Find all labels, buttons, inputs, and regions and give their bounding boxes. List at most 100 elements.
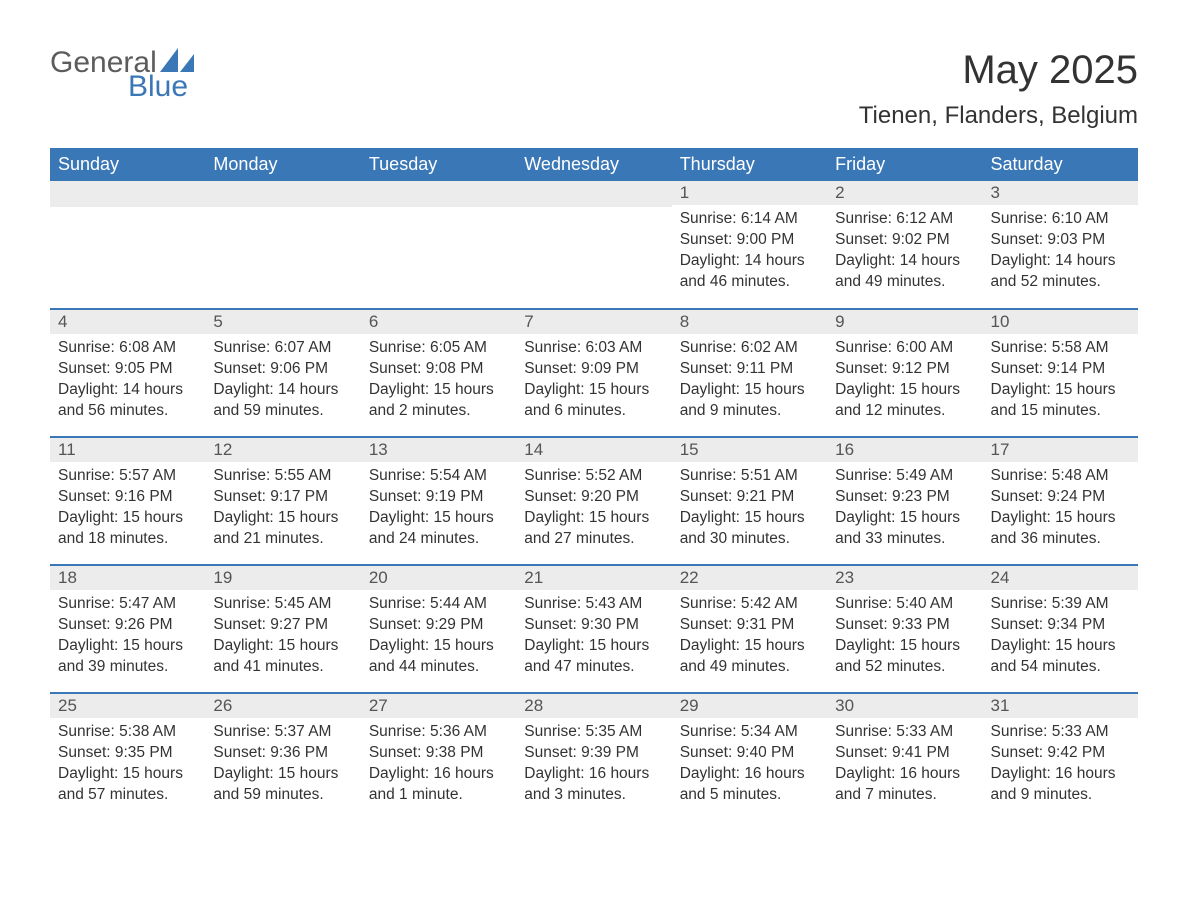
sunset-label: Sunset: <box>213 616 270 633</box>
sunrise-line: Sunrise: 6:14 AM <box>680 209 819 230</box>
sunset-value: 9:24 PM <box>1047 488 1105 505</box>
day-number: 1 <box>672 181 827 205</box>
daylight-line: Daylight: 15 hours and 59 minutes. <box>213 764 352 806</box>
sunrise-label: Sunrise: <box>991 595 1052 612</box>
sunset-label: Sunset: <box>58 488 115 505</box>
sunrise-line: Sunrise: 5:48 AM <box>991 466 1130 487</box>
sunset-value: 9:02 PM <box>892 231 950 248</box>
sunrise-line: Sunrise: 6:05 AM <box>369 338 508 359</box>
sunrise-label: Sunrise: <box>680 595 741 612</box>
sunrise-value: 5:52 AM <box>585 467 642 484</box>
day-cell: 29Sunrise: 5:34 AMSunset: 9:40 PMDayligh… <box>672 693 827 821</box>
daylight-line: Daylight: 16 hours and 1 minute. <box>369 764 508 806</box>
day-body: Sunrise: 6:10 AMSunset: 9:03 PMDaylight:… <box>983 205 1138 303</box>
sunrise-value: 6:12 AM <box>896 210 953 227</box>
daylight-label: Daylight: <box>524 509 589 526</box>
daylight-label: Daylight: <box>835 509 900 526</box>
sunset-line: Sunset: 9:21 PM <box>680 487 819 508</box>
sunset-line: Sunset: 9:24 PM <box>991 487 1130 508</box>
sunrise-label: Sunrise: <box>58 595 119 612</box>
day-number: 8 <box>672 310 827 334</box>
day-number: 15 <box>672 438 827 462</box>
daylight-label: Daylight: <box>835 252 900 269</box>
sunset-line: Sunset: 9:20 PM <box>524 487 663 508</box>
sunset-line: Sunset: 9:05 PM <box>58 359 197 380</box>
sunset-line: Sunset: 9:11 PM <box>680 359 819 380</box>
day-number: 31 <box>983 694 1138 718</box>
sunrise-label: Sunrise: <box>680 723 741 740</box>
sunrise-label: Sunrise: <box>524 339 585 356</box>
sunrise-label: Sunrise: <box>835 210 896 227</box>
daylight-line: Daylight: 15 hours and 36 minutes. <box>991 508 1130 550</box>
sunrise-value: 5:38 AM <box>119 723 176 740</box>
sunrise-line: Sunrise: 6:08 AM <box>58 338 197 359</box>
daylight-label: Daylight: <box>991 509 1056 526</box>
day-body: Sunrise: 5:36 AMSunset: 9:38 PMDaylight:… <box>361 718 516 816</box>
sunrise-label: Sunrise: <box>680 467 741 484</box>
sunrise-line: Sunrise: 6:03 AM <box>524 338 663 359</box>
sunrise-value: 6:07 AM <box>275 339 332 356</box>
sunset-label: Sunset: <box>369 360 426 377</box>
day-cell: 25Sunrise: 5:38 AMSunset: 9:35 PMDayligh… <box>50 693 205 821</box>
daylight-label: Daylight: <box>991 765 1056 782</box>
sunrise-label: Sunrise: <box>524 467 585 484</box>
day-body: Sunrise: 6:08 AMSunset: 9:05 PMDaylight:… <box>50 334 205 432</box>
day-body: Sunrise: 6:07 AMSunset: 9:06 PMDaylight:… <box>205 334 360 432</box>
sunset-label: Sunset: <box>680 231 737 248</box>
sunset-value: 9:11 PM <box>737 360 794 377</box>
calendar-week-row: 1Sunrise: 6:14 AMSunset: 9:00 PMDaylight… <box>50 181 1138 309</box>
sunrise-value: 5:49 AM <box>896 467 953 484</box>
sunrise-label: Sunrise: <box>991 467 1052 484</box>
day-body: Sunrise: 5:37 AMSunset: 9:36 PMDaylight:… <box>205 718 360 816</box>
sunset-value: 9:06 PM <box>270 360 328 377</box>
sunset-line: Sunset: 9:08 PM <box>369 359 508 380</box>
sunset-label: Sunset: <box>835 616 892 633</box>
sunrise-label: Sunrise: <box>213 339 274 356</box>
day-body: Sunrise: 6:12 AMSunset: 9:02 PMDaylight:… <box>827 205 982 303</box>
sunrise-label: Sunrise: <box>213 595 274 612</box>
sunset-line: Sunset: 9:30 PM <box>524 615 663 636</box>
sunset-line: Sunset: 9:41 PM <box>835 743 974 764</box>
daylight-line: Daylight: 15 hours and 33 minutes. <box>835 508 974 550</box>
sunset-label: Sunset: <box>213 488 270 505</box>
sunset-value: 9:29 PM <box>426 616 484 633</box>
day-cell: 16Sunrise: 5:49 AMSunset: 9:23 PMDayligh… <box>827 437 982 565</box>
sunrise-label: Sunrise: <box>58 339 119 356</box>
day-cell: 11Sunrise: 5:57 AMSunset: 9:16 PMDayligh… <box>50 437 205 565</box>
daylight-label: Daylight: <box>58 381 123 398</box>
sunrise-value: 6:08 AM <box>119 339 176 356</box>
sunrise-value: 5:33 AM <box>1052 723 1109 740</box>
sunset-label: Sunset: <box>680 488 737 505</box>
sunset-value: 9:19 PM <box>426 488 484 505</box>
day-number: 10 <box>983 310 1138 334</box>
daylight-line: Daylight: 14 hours and 49 minutes. <box>835 251 974 293</box>
sunset-value: 9:20 PM <box>581 488 639 505</box>
day-cell: 28Sunrise: 5:35 AMSunset: 9:39 PMDayligh… <box>516 693 671 821</box>
sunrise-value: 5:37 AM <box>275 723 332 740</box>
sunrise-value: 5:47 AM <box>119 595 176 612</box>
sunrise-value: 5:34 AM <box>741 723 798 740</box>
day-cell: 7Sunrise: 6:03 AMSunset: 9:09 PMDaylight… <box>516 309 671 437</box>
dow-header: Friday <box>827 148 982 181</box>
sunset-line: Sunset: 9:19 PM <box>369 487 508 508</box>
day-cell: 22Sunrise: 5:42 AMSunset: 9:31 PMDayligh… <box>672 565 827 693</box>
sunset-value: 9:30 PM <box>581 616 639 633</box>
day-body: Sunrise: 6:03 AMSunset: 9:09 PMDaylight:… <box>516 334 671 432</box>
sunset-value: 9:27 PM <box>270 616 328 633</box>
day-number: 13 <box>361 438 516 462</box>
daylight-line: Daylight: 14 hours and 46 minutes. <box>680 251 819 293</box>
sunset-line: Sunset: 9:12 PM <box>835 359 974 380</box>
empty-daynum-bar <box>516 181 671 207</box>
daylight-label: Daylight: <box>213 637 278 654</box>
day-cell: 17Sunrise: 5:48 AMSunset: 9:24 PMDayligh… <box>983 437 1138 565</box>
daylight-label: Daylight: <box>680 252 745 269</box>
daylight-label: Daylight: <box>991 637 1056 654</box>
day-number: 26 <box>205 694 360 718</box>
sunrise-line: Sunrise: 5:40 AM <box>835 594 974 615</box>
sunset-line: Sunset: 9:00 PM <box>680 230 819 251</box>
daylight-line: Daylight: 15 hours and 6 minutes. <box>524 380 663 422</box>
empty-cell <box>516 181 671 309</box>
logo: General Blue <box>50 48 194 102</box>
day-number: 11 <box>50 438 205 462</box>
sunset-line: Sunset: 9:33 PM <box>835 615 974 636</box>
